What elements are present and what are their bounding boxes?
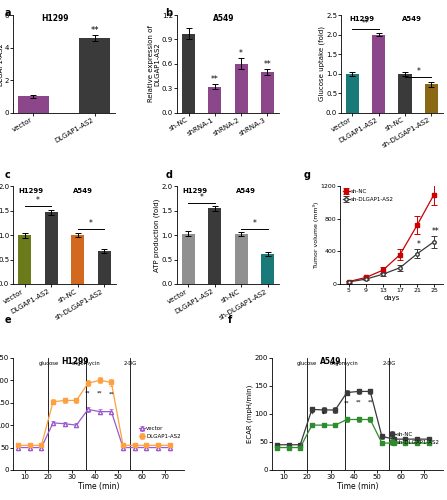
Text: g: g	[304, 170, 311, 180]
Text: **: **	[356, 400, 361, 405]
Text: *: *	[253, 219, 257, 228]
Text: A549: A549	[213, 14, 234, 23]
Text: A549: A549	[320, 358, 342, 366]
Y-axis label: Relative expression of
DLGAP1-AS2: Relative expression of DLGAP1-AS2	[0, 26, 4, 102]
Text: 2-DG: 2-DG	[382, 361, 396, 366]
Bar	[235, 64, 248, 112]
Text: **: **	[344, 400, 350, 406]
Text: A549: A549	[236, 188, 256, 194]
Text: A549: A549	[73, 188, 93, 194]
Legend: sh-NC, sh-DLGAP1-AS2: sh-NC, sh-DLGAP1-AS2	[343, 189, 394, 202]
Text: a: a	[4, 8, 11, 18]
Bar	[181, 234, 195, 284]
Bar	[182, 34, 195, 112]
Text: *: *	[89, 219, 93, 228]
X-axis label: Time (min): Time (min)	[78, 482, 119, 490]
Bar	[261, 72, 274, 112]
Text: *: *	[417, 240, 421, 250]
Text: H1299: H1299	[350, 16, 375, 22]
Text: *: *	[311, 412, 313, 416]
Text: *: *	[36, 196, 40, 205]
Bar	[208, 86, 221, 113]
Y-axis label: Glucose uptake (fold): Glucose uptake (fold)	[318, 26, 325, 102]
Text: H1299: H1299	[61, 358, 89, 366]
Y-axis label: ATP production (fold): ATP production (fold)	[154, 198, 160, 272]
Text: **: **	[211, 75, 219, 84]
Text: **: **	[367, 400, 373, 405]
Text: H1299: H1299	[18, 188, 44, 194]
X-axis label: Time (min): Time (min)	[337, 482, 378, 490]
Text: b: b	[165, 8, 173, 18]
X-axis label: days: days	[383, 294, 400, 300]
Text: e: e	[4, 315, 11, 325]
Text: **: **	[431, 226, 439, 235]
Y-axis label: ECAR (mpH/min): ECAR (mpH/min)	[247, 384, 253, 443]
Bar	[18, 235, 31, 284]
Bar	[71, 235, 84, 284]
Bar	[235, 234, 248, 284]
Bar	[425, 84, 438, 112]
Bar	[18, 96, 49, 112]
Bar	[398, 74, 412, 112]
Text: *: *	[416, 68, 420, 76]
Legend: vector, DLGAP1-AS2: vector, DLGAP1-AS2	[139, 426, 181, 439]
Text: c: c	[4, 170, 10, 180]
Text: glucose: glucose	[38, 361, 59, 366]
Text: *: *	[322, 412, 325, 417]
Bar	[97, 252, 111, 284]
Bar	[80, 38, 110, 113]
Text: glucose: glucose	[297, 361, 317, 366]
Text: oligomycin: oligomycin	[72, 361, 100, 366]
Bar	[45, 212, 58, 284]
Text: 2-DG: 2-DG	[123, 361, 137, 366]
Text: **: **	[109, 392, 114, 396]
Text: **: **	[362, 20, 370, 28]
Text: oligomycin: oligomycin	[330, 361, 359, 366]
Text: **: **	[264, 60, 271, 68]
Y-axis label: Relative expression of
DLGAP1-AS2: Relative expression of DLGAP1-AS2	[148, 26, 160, 102]
Bar	[372, 34, 385, 112]
Text: f: f	[228, 315, 232, 325]
Text: d: d	[165, 170, 173, 180]
Bar	[346, 74, 359, 112]
Legend: sh-NC, sh-DLGAP1-AS2: sh-NC, sh-DLGAP1-AS2	[389, 432, 440, 445]
Text: **: **	[85, 391, 91, 396]
Bar	[261, 254, 274, 284]
Text: H1299: H1299	[42, 14, 69, 23]
Y-axis label: Tumor volume (mm³): Tumor volume (mm³)	[313, 202, 319, 268]
Text: A549: A549	[402, 16, 422, 22]
Text: H1299: H1299	[182, 188, 207, 194]
Bar	[208, 208, 221, 284]
Text: **: **	[90, 26, 99, 35]
Text: *: *	[199, 193, 203, 202]
Text: *: *	[239, 49, 243, 58]
Text: **: **	[97, 390, 102, 396]
